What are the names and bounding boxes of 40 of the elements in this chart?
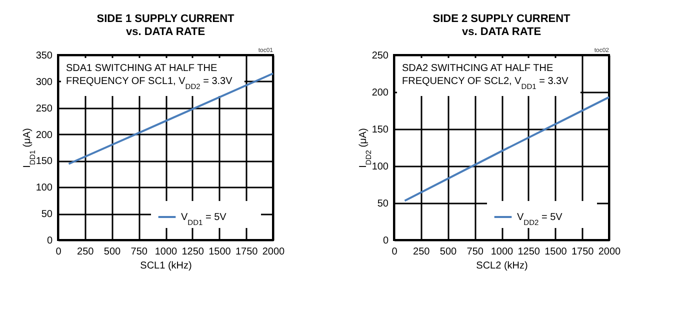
x-tick-label: 2000 [262, 246, 286, 258]
y-tick-label: 0 [46, 236, 53, 246]
x-axis-title: SCL1 (kHz) [140, 260, 192, 272]
y-tick-label: 50 [377, 198, 389, 210]
x-tick-label: 2000 [598, 246, 622, 258]
legend-label: V$_{DD1}$ = 5V [181, 212, 227, 226]
y-tick-label: 200 [372, 88, 389, 98]
y-tick-label: 100 [36, 182, 53, 194]
x-tick-label: 1000 [154, 246, 178, 258]
x-axis-title: SCL2 (kHz) [476, 260, 528, 272]
x-tick-label: 1750 [572, 246, 594, 258]
x-tick-label: 1500 [208, 246, 232, 258]
x-tick-label: 1250 [182, 246, 204, 258]
x-tick-label: 750 [130, 246, 148, 258]
x-tick-label: 0 [56, 246, 62, 258]
y-tick-label: 150 [36, 156, 53, 168]
y-tick-label: 0 [382, 236, 389, 246]
x-tick-label: 500 [104, 246, 122, 258]
y-tick-label: 250 [372, 50, 389, 62]
x-tick-label: 1000 [490, 246, 514, 258]
y-tick-label: 150 [372, 124, 389, 136]
y-tick-label: 350 [36, 50, 53, 62]
x-tick-label: 250 [77, 246, 94, 258]
annotation: SDA2 SWITHCING AT HALF THE FREQUENCY OF SCL2, V$_{DD1}$ = 3.3V [402, 63, 569, 90]
y-tick-label: 50 [41, 209, 53, 220]
x-tick-label: 1500 [544, 246, 568, 258]
annotation: SDA1 SWITCHING AT HALF THE FREQUENCY OF SCL1, V$_{DD2}$ = 3.3V [66, 63, 233, 90]
chart-title: SIDE 2 SUPPLY CURRENT vs. DATA RATE [432, 13, 571, 38]
y-tick-label: 200 [36, 130, 53, 141]
x-tick-label: 0 [392, 246, 398, 258]
x-tick-label: 750 [466, 246, 484, 258]
y-tick-label: 300 [36, 76, 53, 88]
x-tick-label: 1250 [518, 246, 540, 258]
chart-title: SIDE 1 SUPPLY CURRENT vs. DATA RATE [96, 13, 235, 38]
y-tick-label: 250 [36, 103, 53, 114]
x-tick-label: 250 [413, 246, 430, 258]
x-tick-label: 500 [440, 246, 458, 258]
y-tick-label: 100 [372, 162, 389, 172]
x-tick-label: 1750 [236, 246, 258, 258]
legend-label: V$_{DD2}$ = 5V [517, 212, 563, 226]
